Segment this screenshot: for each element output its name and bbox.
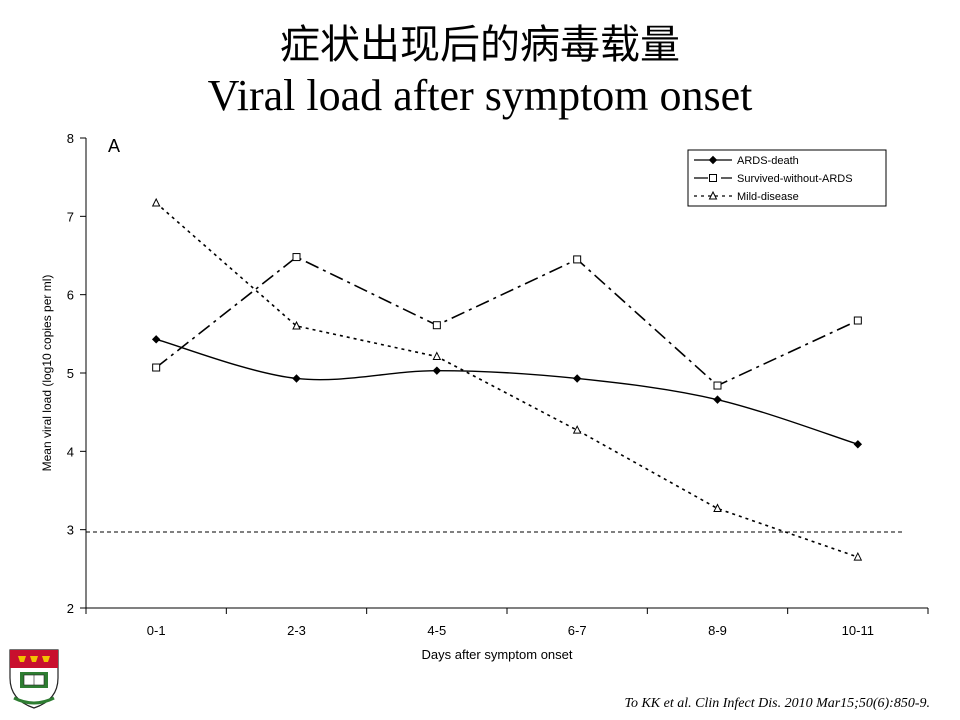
data-point-mild-disease (432, 351, 442, 361)
panel-label: A (108, 136, 120, 156)
legend-marker (708, 155, 718, 165)
data-point-ards-death (572, 374, 582, 383)
series-line-mild-disease (155, 202, 859, 558)
series-line-ards-death (155, 338, 859, 445)
y-tick-label: 4 (67, 444, 74, 459)
x-tick-label: 0-1 (147, 623, 166, 638)
series-line-survived-without-ards (155, 256, 859, 387)
data-point-survived-without-ards (152, 363, 161, 372)
y-tick-label: 7 (67, 209, 74, 224)
slide-title-chinese: 症状出现后的病毒载量 (280, 22, 680, 68)
data-point-ards-death (713, 395, 722, 404)
y-axis-title: Mean viral load (log10 copies per ml) (40, 275, 54, 472)
y-tick-label: 5 (67, 366, 74, 381)
y-tick-label: 6 (67, 288, 74, 303)
data-point-survived-without-ards (292, 253, 301, 262)
data-point-survived-without-ards (853, 316, 862, 325)
x-axis-title: Days after symptom onset (422, 647, 573, 662)
data-point-ards-death (292, 374, 301, 383)
citation-text: To KK et al. Clin Infect Dis. 2010 Mar15… (624, 696, 930, 711)
y-tick-label: 8 (67, 131, 74, 146)
x-tick-label: 10-11 (842, 623, 874, 638)
legend-label: Survived-without-ARDS (737, 173, 853, 185)
data-point-mild-disease (572, 425, 582, 434)
data-point-ards-death (151, 335, 161, 344)
data-point-survived-without-ards (432, 321, 441, 330)
x-tick-label: 8-9 (708, 623, 727, 638)
x-tick-label: 6-7 (568, 623, 587, 638)
data-point-survived-without-ards (573, 255, 582, 264)
data-point-mild-disease (151, 197, 161, 207)
y-tick-label: 2 (67, 601, 74, 616)
data-point-ards-death (853, 440, 863, 449)
legend-marker (709, 174, 717, 182)
data-point-mild-disease (292, 320, 301, 330)
legend-marker (708, 190, 718, 200)
university-crest-logo (9, 649, 59, 709)
data-point-mild-disease (713, 503, 722, 513)
data-point-mild-disease (853, 551, 863, 561)
x-tick-label: 4-5 (427, 623, 446, 638)
data-point-ards-death (432, 366, 442, 375)
x-tick-label: 2-3 (287, 623, 306, 638)
y-tick-label: 3 (67, 523, 74, 538)
legend-label: ARDS-death (737, 155, 799, 167)
legend-label: Mild-disease (737, 191, 799, 203)
slide-title-english: Viral load after symptom onset (207, 71, 753, 120)
data-point-survived-without-ards (713, 381, 722, 390)
